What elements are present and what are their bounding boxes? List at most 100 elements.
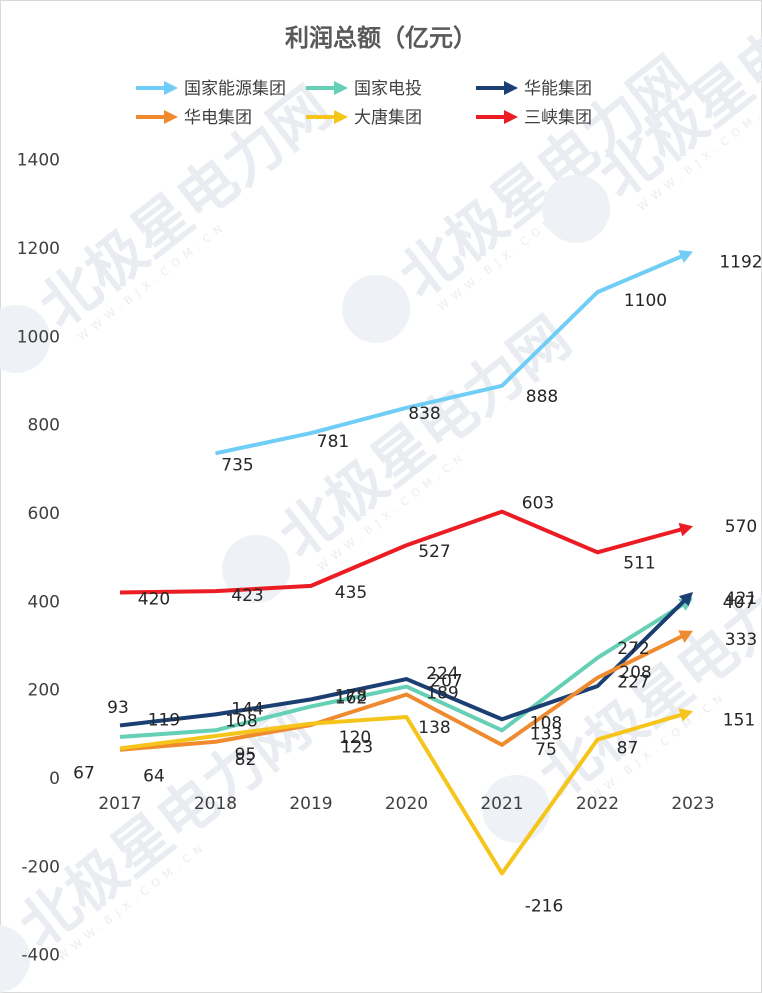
series-arrowhead xyxy=(678,250,693,264)
series-lines xyxy=(119,250,693,876)
x-tick-label: 2020 xyxy=(385,794,428,814)
x-tick-label: 2019 xyxy=(289,794,332,814)
x-tick-label: 2022 xyxy=(576,794,619,814)
y-tick-label: 1200 xyxy=(17,239,60,259)
data-label: 75 xyxy=(535,740,557,760)
legend-arrow-icon xyxy=(164,81,178,95)
data-label: 511 xyxy=(623,553,655,573)
data-label: -216 xyxy=(525,896,564,916)
watermark-text: 北极星电力网 xyxy=(267,303,583,571)
data-label: 67 xyxy=(73,763,95,783)
data-label: 735 xyxy=(221,455,253,475)
y-axis-ticks: 1400 1200 1000 800 600 400 200 0 -200 -400 xyxy=(17,151,60,966)
data-label: 123 xyxy=(341,738,373,758)
y-tick-label: 1000 xyxy=(17,327,60,347)
data-label: 95 xyxy=(235,745,257,765)
chart-title: 利润总额（亿元） xyxy=(285,24,477,52)
data-label: 162 xyxy=(335,688,367,708)
series-line xyxy=(119,708,693,876)
y-tick-label: 800 xyxy=(28,416,60,436)
data-label: 570 xyxy=(725,517,757,537)
series-line xyxy=(119,592,693,728)
legend-arrow-icon xyxy=(334,110,348,124)
series-path xyxy=(119,633,685,752)
series-arrowhead xyxy=(678,592,693,607)
legend-item: 国家能源集团 xyxy=(136,79,286,99)
y-tick-label: 400 xyxy=(28,592,60,612)
legend-label: 国家电投 xyxy=(354,79,422,99)
x-tick-label: 2017 xyxy=(98,794,141,814)
legend-label: 三峡集团 xyxy=(524,108,592,128)
legend-item: 大唐集团 xyxy=(306,107,422,128)
series-path xyxy=(215,253,684,456)
data-label: 333 xyxy=(725,630,757,650)
y-tick-label: 1400 xyxy=(17,151,60,171)
legend-item: 三峡集团 xyxy=(476,108,592,128)
data-label: 133 xyxy=(530,724,562,744)
data-label: 189 xyxy=(426,684,458,704)
legend-item: 华能集团 xyxy=(476,79,592,99)
x-tick-label: 2018 xyxy=(194,794,237,814)
data-label: 435 xyxy=(335,583,367,603)
data-label: 407 xyxy=(723,593,755,613)
data-label: 227 xyxy=(617,673,649,693)
watermark-logo xyxy=(482,774,551,843)
legend-arrow-icon xyxy=(504,81,518,95)
data-label: 120 xyxy=(339,728,371,748)
x-tick-label: 2023 xyxy=(671,794,714,814)
series-path xyxy=(119,509,683,595)
watermark-logo xyxy=(222,534,291,603)
legend-label: 华电集团 xyxy=(184,108,252,128)
legend-label: 华能集团 xyxy=(524,79,592,99)
legend-arrow-icon xyxy=(334,81,348,95)
legend-label: 大唐集团 xyxy=(354,107,422,128)
series-line xyxy=(119,630,693,752)
series-path xyxy=(119,602,685,739)
watermark-logo xyxy=(542,174,611,243)
data-label: 93 xyxy=(107,698,129,718)
series-path xyxy=(119,712,684,876)
data-label: 527 xyxy=(418,542,450,562)
data-label: 178 xyxy=(335,686,367,706)
x-axis-ticks: 2017 2018 2019 2020 2021 2022 2023 xyxy=(98,794,714,814)
data-label: 87 xyxy=(617,739,639,759)
legend-item: 国家电投 xyxy=(306,79,422,99)
data-label: 207 xyxy=(430,672,462,692)
series-arrowhead xyxy=(678,630,693,643)
data-label: 420 xyxy=(138,589,170,609)
watermark-logo xyxy=(342,274,411,343)
legend-arrow-icon xyxy=(164,110,178,124)
data-label: 151 xyxy=(723,710,755,730)
data-label: 838 xyxy=(408,404,440,424)
legend-arrow-icon xyxy=(504,110,518,124)
data-label: 888 xyxy=(526,387,558,407)
data-label: 138 xyxy=(418,718,450,738)
x-tick-label: 2021 xyxy=(480,794,523,814)
y-tick-label: -200 xyxy=(21,857,60,877)
data-label: 1192 xyxy=(719,252,762,272)
data-labels: 735 781 838 888 1100 1192 93 108 162 207 108 272 407… xyxy=(73,252,762,916)
data-label: 421 xyxy=(725,589,757,609)
legend-label: 国家能源集团 xyxy=(184,79,286,99)
legend-item: 华电集团 xyxy=(136,108,252,128)
watermark-logo xyxy=(0,924,31,993)
y-tick-label: 0 xyxy=(49,769,60,789)
watermark-logo xyxy=(0,304,51,373)
data-label: 64 xyxy=(143,767,165,787)
data-label: 423 xyxy=(231,586,263,606)
data-label: 208 xyxy=(619,663,651,683)
data-label: 272 xyxy=(617,639,649,659)
data-label: 108 xyxy=(225,711,257,731)
data-label: 119 xyxy=(148,710,180,730)
series-arrowhead xyxy=(678,708,693,722)
data-label: 224 xyxy=(426,664,458,684)
data-label: 603 xyxy=(522,494,554,514)
data-label: 1100 xyxy=(624,291,667,311)
y-tick-label: 600 xyxy=(28,504,60,524)
y-tick-label: -400 xyxy=(21,946,60,966)
